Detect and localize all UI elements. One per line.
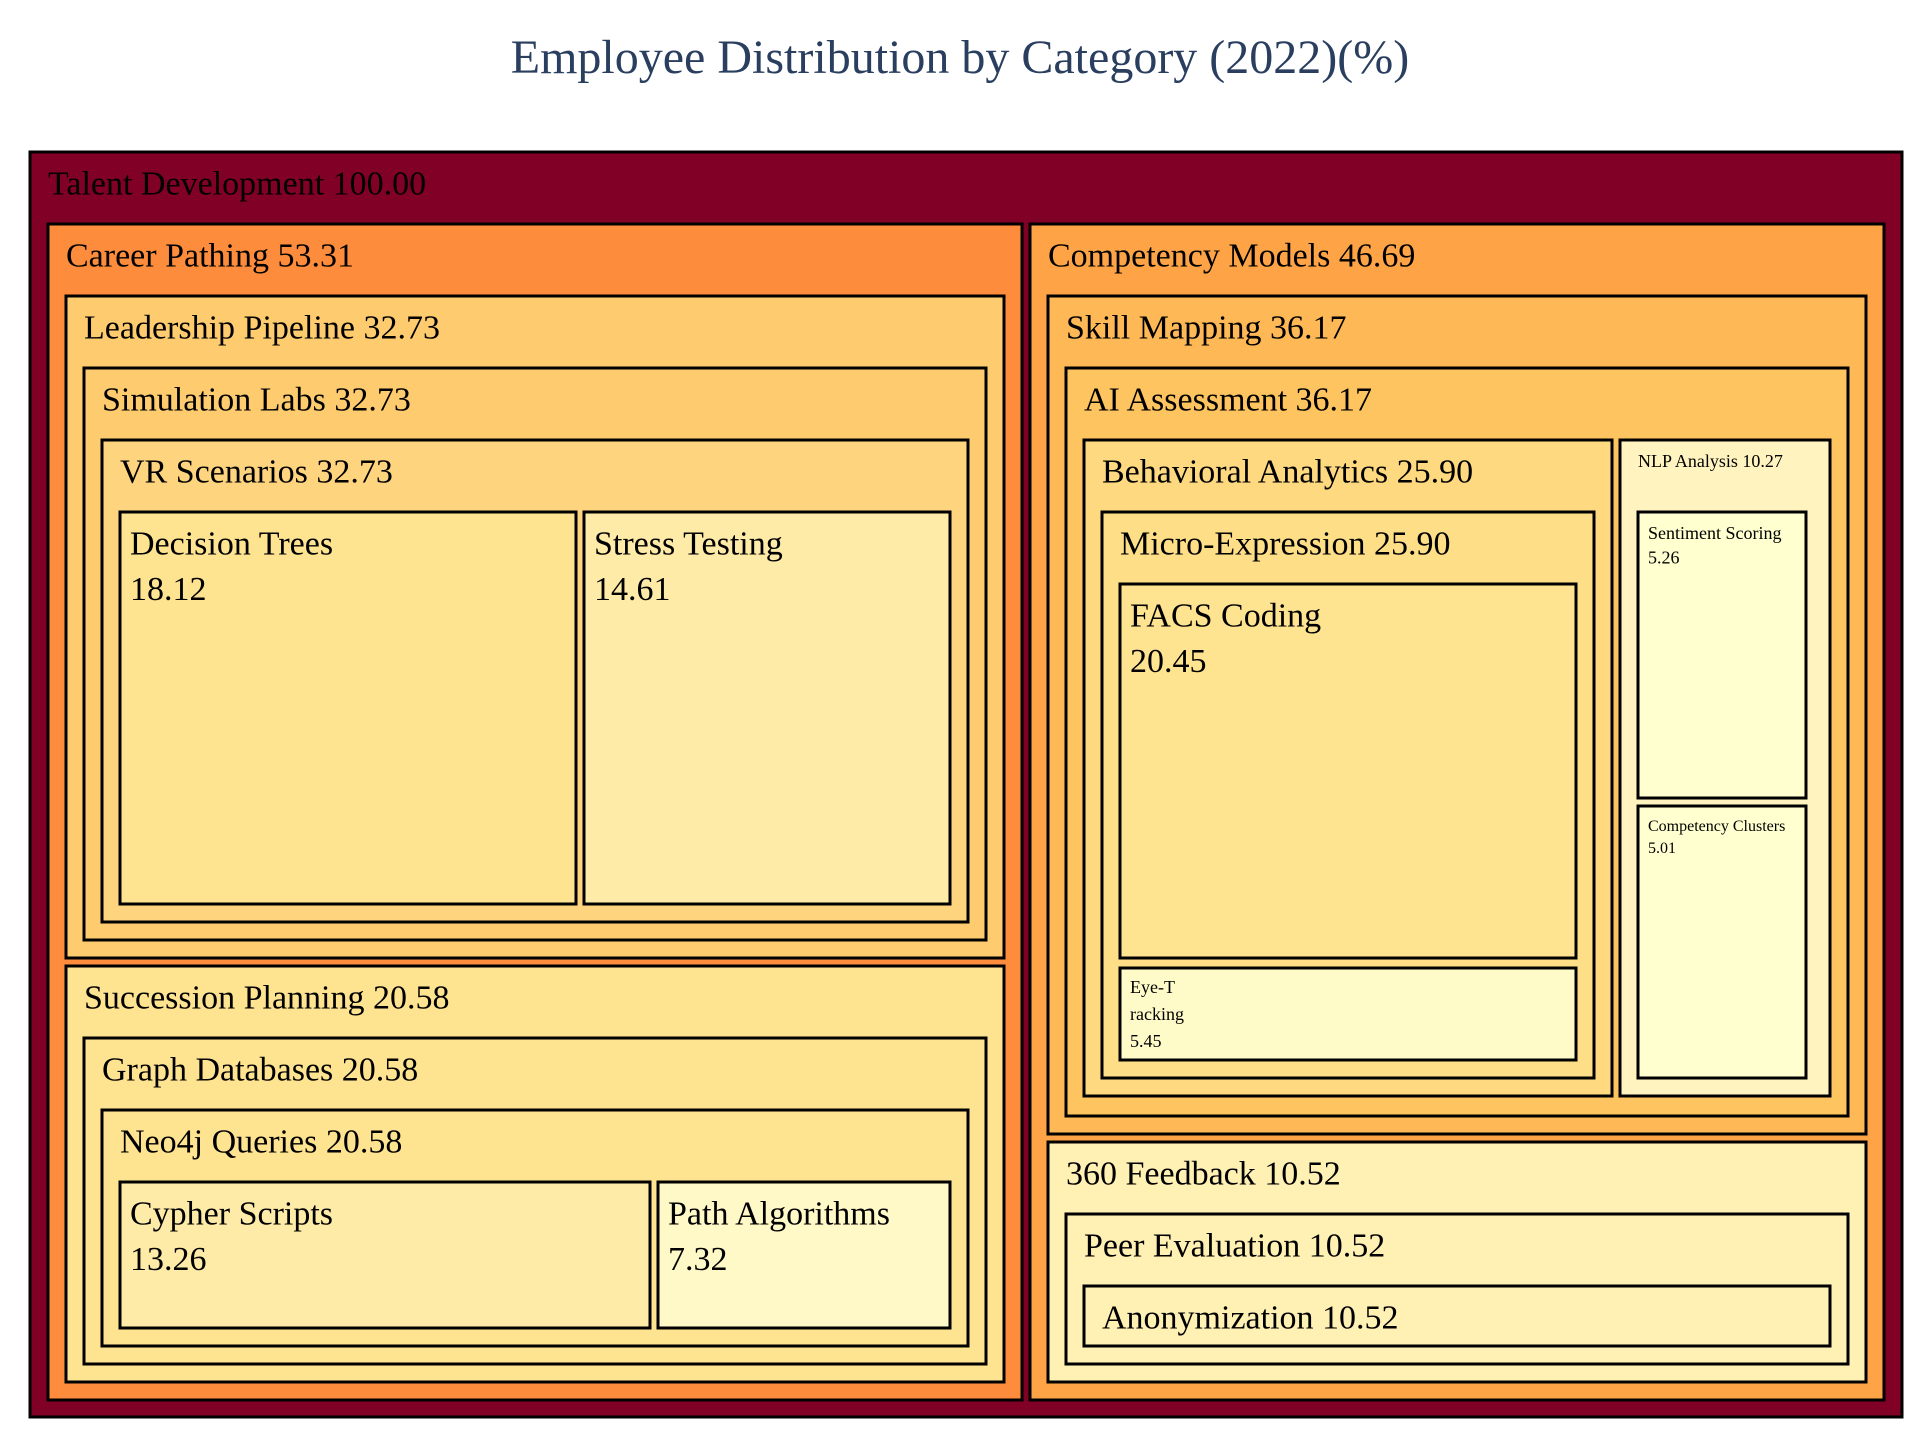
node-decision-trees[interactable]: Decision Trees 18.12 (120, 512, 576, 904)
node-cypher-scripts[interactable]: Cypher Scripts 13.26 (120, 1182, 650, 1328)
node-value-sentiment-scoring: 5.26 (1648, 547, 1680, 567)
node-competency-clusters[interactable]: Competency Clusters 5.01 (1638, 806, 1806, 1078)
node-label-neo4j-queries: Neo4j Queries 20.58 (120, 1123, 402, 1160)
node-stress-testing[interactable]: Stress Testing 14.61 (584, 512, 950, 904)
node-label-eye-tracking: Eye-T (1130, 977, 1175, 997)
node-label-cypher-scripts: Cypher Scripts (130, 1195, 333, 1232)
node-rect-eye-tracking[interactable] (1120, 968, 1576, 1060)
node-label-simulation-labs: Simulation Labs 32.73 (102, 381, 411, 418)
node-label-decision-trees: Decision Trees (130, 525, 333, 562)
node-label-vr-scenarios: VR Scenarios 32.73 (120, 453, 393, 490)
node-label-stress-testing: Stress Testing (594, 525, 783, 562)
node-label-behavioral-analytics: Behavioral Analytics 25.90 (1102, 453, 1473, 490)
node-label-path-algorithms: Path Algorithms (668, 1195, 890, 1232)
node-eye-tracking[interactable]: Eye-T racking 5.45 (1120, 968, 1576, 1060)
node-label-ai-assessment: AI Assessment 36.17 (1084, 381, 1372, 418)
node-label-sentiment-scoring: Sentiment Scoring (1648, 523, 1782, 543)
node-label-competency-clusters: Competency Clusters (1648, 818, 1785, 835)
node-label-talent-development: Talent Development 100.00 (48, 165, 426, 202)
node-label-skill-mapping: Skill Mapping 36.17 (1066, 309, 1347, 346)
node-label-leadership-pipeline: Leadership Pipeline 32.73 (84, 309, 440, 346)
node-sentiment-scoring[interactable]: Sentiment Scoring 5.26 (1638, 512, 1806, 798)
node-anonymization[interactable]: Anonymization 10.52 (1084, 1286, 1830, 1346)
node-label-career-pathing: Career Pathing 53.31 (66, 237, 354, 274)
node-path-algorithms[interactable]: Path Algorithms 7.32 (658, 1182, 950, 1328)
node-value-path-algorithms: 7.32 (668, 1241, 728, 1278)
node-value-decision-trees: 18.12 (130, 571, 207, 608)
node-label-graph-databases: Graph Databases 20.58 (102, 1051, 418, 1088)
node-label-succession-planning: Succession Planning 20.58 (84, 979, 449, 1016)
node-label-peer-evaluation: Peer Evaluation 10.52 (1084, 1227, 1385, 1264)
node-label-facs-coding: FACS Coding (1130, 597, 1321, 634)
node-label-competency-models: Competency Models 46.69 (1048, 237, 1415, 274)
node-label-360-feedback: 360 Feedback 10.52 (1066, 1155, 1341, 1192)
node-facs-coding[interactable]: FACS Coding 20.45 (1120, 584, 1576, 958)
node-value-stress-testing: 14.61 (594, 571, 671, 608)
node-label-micro-expression: Micro-Expression 25.90 (1120, 525, 1451, 562)
node-label-anonymization: Anonymization 10.52 (1102, 1299, 1399, 1336)
node-label-nlp-analysis: NLP Analysis 10.27 (1638, 451, 1783, 471)
node-value-eye-tracking: 5.45 (1130, 1031, 1162, 1051)
node-value-competency-clusters: 5.01 (1648, 840, 1676, 857)
node-label-eye-tracking: racking (1130, 1004, 1184, 1024)
node-value-facs-coding: 20.45 (1130, 643, 1207, 680)
node-rect-facs-coding[interactable] (1120, 584, 1576, 958)
node-value-cypher-scripts: 13.26 (130, 1241, 207, 1278)
